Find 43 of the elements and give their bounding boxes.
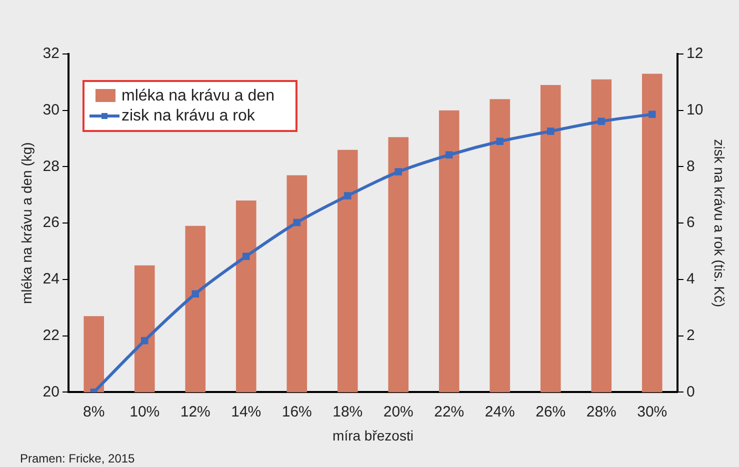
y-tick-label: 26	[42, 214, 60, 232]
x-tick-label: 14%	[231, 403, 262, 420]
y2-tick-label: 4	[686, 270, 695, 288]
point	[648, 110, 656, 118]
y-tick-label: 30	[42, 102, 60, 119]
point	[446, 151, 453, 159]
y-tick-label: 28	[42, 158, 60, 175]
y2-axis-title: zisk na krávu a rok (tis. Kč)	[712, 139, 728, 308]
x-tick-label: 16%	[282, 403, 312, 420]
y2-tick-label: 2	[686, 326, 695, 344]
point	[242, 252, 250, 260]
x-tick-label: 26%	[536, 403, 566, 420]
y-tick-label: 24	[42, 270, 60, 288]
point	[496, 138, 504, 145]
legend-label: mléka na krávu a den	[121, 87, 274, 104]
y-axis-title: mléka na krávu a den (kg)	[18, 142, 34, 304]
x-axis-title: míra březosti	[332, 427, 414, 444]
x-tick-label: 22%	[434, 403, 464, 420]
x-tick-label: 8%	[83, 403, 105, 420]
x-tick-label: 28%	[586, 403, 616, 420]
y-tick-label: 22	[42, 326, 60, 344]
x-tick-label: 18%	[332, 403, 363, 420]
point	[192, 290, 199, 298]
y2-tick-label: 6	[686, 214, 695, 232]
x-tick-label: 12%	[180, 403, 210, 420]
text: Pramen: Fricke, 2015	[20, 451, 136, 466]
y2-tick-label: 12	[686, 45, 704, 62]
y-tick-label: 32	[42, 45, 60, 62]
x-tick-label: 10%	[130, 403, 160, 420]
y2-tick-label: 10	[686, 102, 704, 119]
y-tick-label: 20	[42, 383, 60, 400]
point	[598, 118, 606, 125]
legend-label: zisk na krávu a rok	[121, 107, 256, 124]
y2-tick-label: 0	[686, 383, 695, 400]
x-tick-label: 30%	[637, 403, 668, 420]
point	[394, 168, 402, 176]
x-tick-label: 20%	[383, 403, 414, 420]
point	[547, 128, 554, 135]
point	[140, 337, 148, 344]
y2-tick-label: 8	[686, 158, 695, 175]
point	[293, 218, 300, 226]
x-tick-label: 24%	[484, 403, 515, 420]
point	[344, 192, 352, 200]
